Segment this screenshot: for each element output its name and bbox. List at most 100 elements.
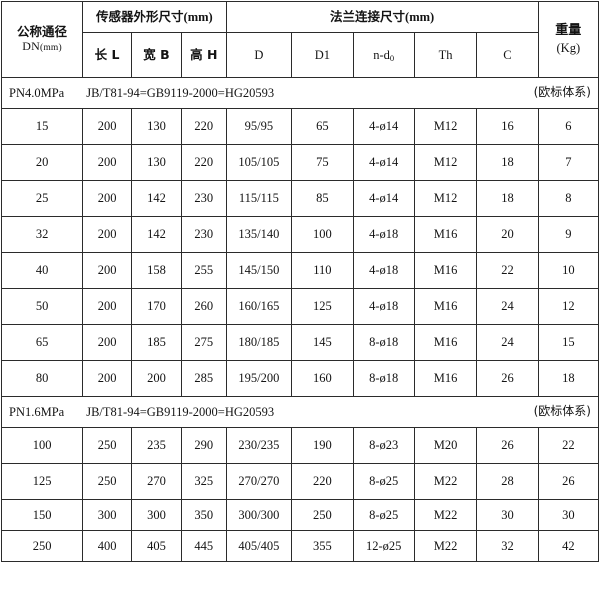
cell-dn: 80 xyxy=(0,360,84,397)
table-cell: 130 xyxy=(131,108,182,145)
section-header-cell: PN4.0MPa JB/T81-94=GB9119-2000=HG20593 (欧标… xyxy=(1,77,599,109)
section-standard-label: JB/T81-94=GB9119-2000=HG20593 xyxy=(86,404,275,419)
table-cell: 8-ø25 xyxy=(352,463,415,500)
cell-dn: 15 xyxy=(0,108,84,145)
cell-dn: 40 xyxy=(0,252,84,289)
table-cell: 230 xyxy=(180,180,227,217)
table-cell: 250 xyxy=(82,427,132,464)
table-cell: 180/185 xyxy=(225,324,293,361)
header-cell-length: 长 L xyxy=(82,32,132,78)
table-cell: 6 xyxy=(537,108,600,145)
table-cell: 235 xyxy=(131,427,182,464)
cell-dn: 250 xyxy=(0,530,84,562)
table-cell: 270/270 xyxy=(225,463,293,500)
table-cell: 4-ø18 xyxy=(352,288,415,325)
table-cell: 300 xyxy=(131,499,182,531)
table-cell: 445 xyxy=(180,530,227,562)
table-cell: 15 xyxy=(537,324,600,361)
table-cell: 125 xyxy=(291,288,354,325)
table-cell: 115/115 xyxy=(225,180,293,217)
table-cell: 26 xyxy=(537,463,600,500)
table-cell: 220 xyxy=(180,144,227,181)
table-cell: 200 xyxy=(82,180,132,217)
table-cell: M16 xyxy=(413,288,478,325)
table-cell: 95/95 xyxy=(225,108,293,145)
header-group-sensor: 传感器外形尺寸(mm) xyxy=(82,1,227,33)
table-cell: 142 xyxy=(131,180,182,217)
header-cell-width: 宽 B xyxy=(131,32,182,78)
table-cell: 32 xyxy=(476,530,539,562)
table-cell: 105/105 xyxy=(225,144,293,181)
table-cell: 160 xyxy=(291,360,354,397)
table-cell: 4-ø14 xyxy=(352,108,415,145)
table-cell: M22 xyxy=(413,530,478,562)
table-cell: M20 xyxy=(413,427,478,464)
cell-dn: 65 xyxy=(0,324,84,361)
table-cell: 18 xyxy=(476,180,539,217)
header-cell-c: C xyxy=(476,32,539,78)
table-cell: 300 xyxy=(82,499,132,531)
section-standard-label: JB/T81-94=GB9119-2000=HG20593 xyxy=(86,85,275,100)
header-dn-en: DN(mm) xyxy=(22,38,62,53)
table-row: 65 200 185 275 180/185 145 8-ø18 M16 24 15 xyxy=(0,324,600,361)
cell-dn: 32 xyxy=(0,216,84,253)
header-cell-d1: D1 xyxy=(291,32,354,78)
table-cell: 200 xyxy=(82,108,132,145)
table-cell: 26 xyxy=(476,360,539,397)
table-cell: M16 xyxy=(413,360,478,397)
table-cell: 4-ø14 xyxy=(352,144,415,181)
table-cell: 24 xyxy=(476,324,539,361)
table-cell: 285 xyxy=(180,360,227,397)
table-cell: 230 xyxy=(180,216,227,253)
cell-dn: 125 xyxy=(0,463,84,500)
table-cell: 18 xyxy=(537,360,600,397)
table-cell: 9 xyxy=(537,216,600,253)
section-pressure-label: PN4.0MPa xyxy=(9,85,65,100)
table-row: 32 200 142 230 135/140 100 4-ø18 M16 20 9 xyxy=(0,216,600,253)
table-cell: 18 xyxy=(476,144,539,181)
table-cell: 85 xyxy=(291,180,354,217)
table-cell: 160/165 xyxy=(225,288,293,325)
table-cell: M22 xyxy=(413,499,478,531)
table-cell: M12 xyxy=(413,108,478,145)
table-cell: 220 xyxy=(180,108,227,145)
table-cell: 325 xyxy=(180,463,227,500)
table-cell: 110 xyxy=(291,252,354,289)
cell-dn: 20 xyxy=(0,144,84,181)
header-cell-dn: 公称通径 DN(mm) xyxy=(0,1,84,78)
table-body: 公称通径 DN(mm) 传感器外形尺寸(mm) 法兰连接尺寸(mm) 重量 (K… xyxy=(0,1,600,562)
table-row: 15 200 130 220 95/95 65 4-ø14 M12 16 6 xyxy=(0,108,600,145)
header-cell-d: D xyxy=(225,32,293,78)
section-header-cell: PN1.6MPa JB/T81-94=GB9119-2000=HG20593 (欧标… xyxy=(1,396,599,428)
table-cell: 30 xyxy=(476,499,539,531)
table-cell: 4-ø14 xyxy=(352,180,415,217)
table-cell: 200 xyxy=(82,324,132,361)
table-cell: 200 xyxy=(82,252,132,289)
table-cell: 200 xyxy=(82,216,132,253)
table-cell: 8 xyxy=(537,180,600,217)
table-cell: 8-ø23 xyxy=(352,427,415,464)
table-cell: 42 xyxy=(537,530,600,562)
header-cell-weight: 重量 (Kg) xyxy=(537,1,600,78)
table-cell: 16 xyxy=(476,108,539,145)
table-cell: 75 xyxy=(291,144,354,181)
table-cell: 300/300 xyxy=(225,499,293,531)
table-cell: 195/200 xyxy=(225,360,293,397)
header-group-row: 公称通径 DN(mm) 传感器外形尺寸(mm) 法兰连接尺寸(mm) 重量 (K… xyxy=(0,1,600,78)
section-pressure-label: PN1.6MPa xyxy=(9,404,65,419)
table-row: 40 200 158 255 145/150 110 4-ø18 M16 22 10 xyxy=(0,252,600,289)
cell-dn: 50 xyxy=(0,288,84,325)
cell-dn: 100 xyxy=(0,427,84,464)
table-cell: 350 xyxy=(180,499,227,531)
table-cell: 355 xyxy=(291,530,354,562)
header-cell-height: 高 H xyxy=(180,32,227,78)
table-cell: M16 xyxy=(413,252,478,289)
table-cell: 130 xyxy=(131,144,182,181)
table-cell: 158 xyxy=(131,252,182,289)
table-cell: 145/150 xyxy=(225,252,293,289)
table-row: 150 300 300 350 300/300 250 8-ø25 M22 30 30 xyxy=(0,499,600,531)
table-row: 125 250 270 325 270/270 220 8-ø25 M22 28 26 xyxy=(0,463,600,500)
table-row: 80 200 200 285 195/200 160 8-ø18 M16 26 18 xyxy=(0,360,600,397)
section-note-label: (欧标体系) xyxy=(533,85,591,100)
table-cell: 8-ø18 xyxy=(352,360,415,397)
